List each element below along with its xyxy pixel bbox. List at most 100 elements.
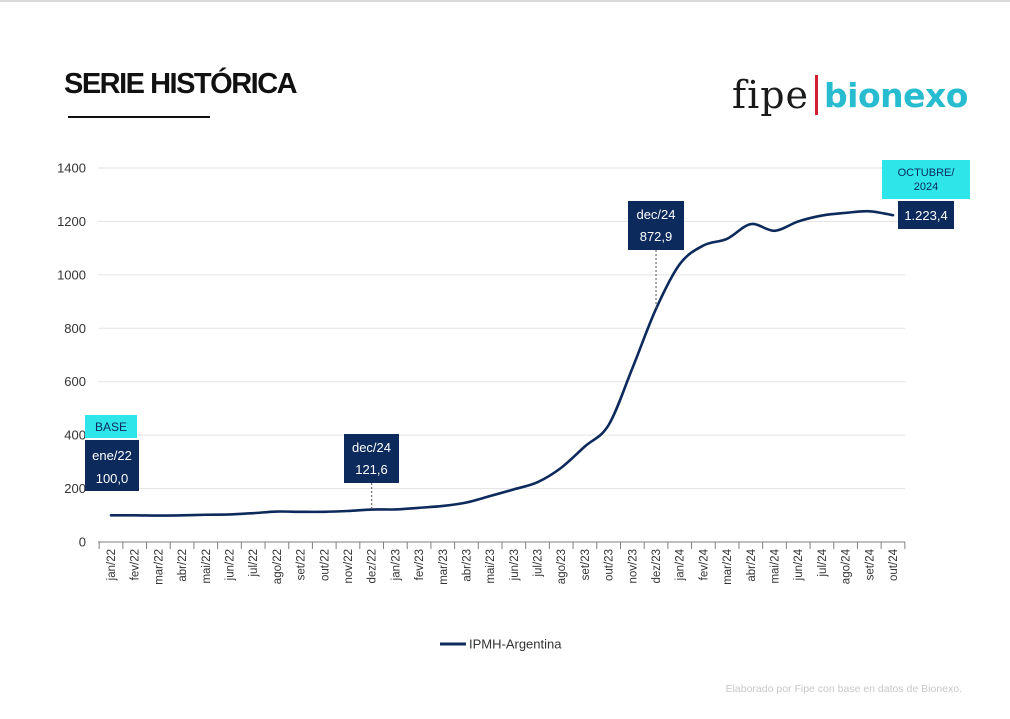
fipe-bionexo-logo: fipe bionexo — [732, 70, 968, 120]
latest-tag-box — [882, 160, 970, 199]
x-tick-label: out/24 — [888, 548, 900, 581]
data-point — [702, 244, 704, 246]
x-tick-label: fev/23 — [414, 549, 426, 580]
x-tick-label: dez/22 — [367, 549, 379, 584]
data-point — [465, 501, 467, 503]
footnote: Elaborado por Fipe con base en datos de … — [725, 683, 962, 695]
series-line-ipmh-argentina — [109, 209, 895, 517]
x-tick-label: abr/24 — [746, 548, 758, 581]
x-tick-label: mai/23 — [485, 549, 497, 584]
x-tick-label: nov/22 — [343, 549, 355, 584]
y-tick-label: 200 — [64, 481, 86, 496]
data-point — [844, 212, 846, 214]
y-tick-label: 1000 — [57, 267, 86, 282]
data-point — [584, 445, 586, 447]
data-point — [205, 514, 207, 516]
title-underline — [68, 116, 210, 118]
legend-label: IPMH-Argentina — [469, 637, 562, 652]
y-tick-label: 1200 — [57, 214, 86, 229]
data-point — [276, 510, 278, 512]
y-tick-label: 0 — [79, 535, 86, 550]
x-tick-label: jun/23 — [509, 549, 521, 581]
callout-value-base: 100,0 — [96, 471, 129, 486]
x-tick-label: abr/23 — [461, 549, 473, 582]
data-point — [228, 513, 230, 515]
callout-label-peak: dec/24 — [636, 207, 675, 222]
data-point — [679, 263, 681, 265]
data-point — [513, 488, 515, 490]
data-point — [868, 210, 870, 212]
data-point — [442, 505, 444, 507]
data-point — [394, 508, 396, 510]
x-tick-label: jul/24 — [817, 548, 829, 577]
x-tick-label: ago/24 — [841, 548, 853, 584]
data-point — [607, 424, 609, 426]
data-point — [252, 512, 254, 514]
data-point — [157, 514, 159, 516]
page-title: SERIE HISTÓRICA — [64, 68, 298, 100]
data-point — [133, 514, 135, 516]
x-tick-label: mai/24 — [770, 548, 782, 583]
x-tick-label: jan/22 — [106, 549, 118, 581]
latest-tag-label: 2024 — [914, 181, 938, 193]
latest-tag-label: OCTUBRE/ — [898, 167, 956, 179]
x-tick-label: jan/23 — [390, 549, 402, 581]
x-tick-label: mar/24 — [722, 548, 734, 584]
x-tick-label: fev/22 — [130, 549, 142, 580]
x-tick-label: mar/23 — [438, 549, 450, 585]
callout-box-base — [85, 440, 139, 491]
base-tag-label: BASE — [95, 420, 127, 434]
y-tick-label: 1400 — [57, 161, 86, 176]
base-tag-box — [85, 415, 137, 438]
x-tick-label: out/23 — [604, 549, 616, 581]
x-tick-label: set/24 — [864, 548, 876, 580]
x-tick-label: set/23 — [580, 549, 592, 580]
x-tick-label: set/22 — [296, 549, 308, 580]
data-point — [797, 220, 799, 222]
data-point — [631, 367, 633, 369]
logo-bionexo-text: bionexo — [824, 75, 968, 115]
callout-box-mid — [344, 434, 399, 483]
data-point — [489, 495, 491, 497]
callout-box-peak — [628, 201, 684, 250]
y-tick-label: 400 — [64, 428, 86, 443]
data-point — [110, 514, 112, 516]
x-tick-label: nov/23 — [627, 549, 639, 584]
x-tick-label: abr/22 — [177, 549, 189, 582]
callout-box-latest — [898, 201, 954, 229]
x-tick-label: jul/22 — [248, 549, 260, 578]
logo-separator — [815, 75, 819, 115]
x-tick-label: ago/22 — [272, 549, 284, 584]
top-border — [0, 0, 1010, 2]
x-tick-label: dez/23 — [651, 549, 663, 584]
x-tick-label: jul/23 — [533, 549, 545, 578]
x-tick-label: ago/23 — [556, 549, 568, 584]
data-point — [347, 510, 349, 512]
y-tick-label: 600 — [64, 374, 86, 389]
data-point — [418, 507, 420, 509]
x-tick-label: out/22 — [319, 549, 331, 581]
logo-fipe-text: fipe — [732, 73, 810, 117]
data-point — [821, 214, 823, 216]
x-tick-label: jun/24 — [793, 548, 805, 581]
x-tick-label: jan/24 — [675, 548, 687, 581]
x-tick-label: mai/22 — [201, 549, 213, 584]
data-point — [726, 238, 728, 240]
data-point — [323, 511, 325, 513]
callout-label-mid: dec/24 — [352, 440, 391, 455]
callout-value-latest: 1.223,4 — [904, 208, 947, 223]
y-tick-label: 800 — [64, 321, 86, 336]
callout-value-mid: 121,6 — [355, 462, 388, 477]
data-point — [560, 467, 562, 469]
data-point — [181, 514, 183, 516]
data-point — [773, 230, 775, 232]
data-point — [299, 511, 301, 513]
callout-label-base: ene/22 — [92, 448, 132, 463]
data-point — [750, 223, 752, 225]
data-point — [536, 481, 538, 483]
callout-value-peak: 872,9 — [640, 229, 673, 244]
data-point — [892, 214, 894, 216]
x-tick-label: jun/22 — [224, 549, 236, 581]
x-tick-label: mar/22 — [153, 549, 165, 585]
